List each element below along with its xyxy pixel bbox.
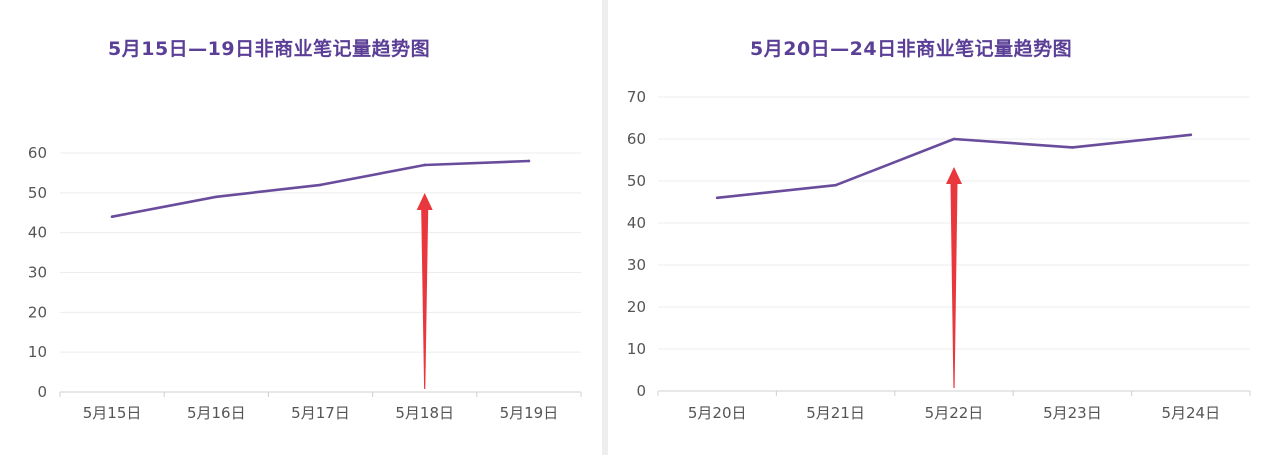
chart-title: 5月20日—24日非商业笔记量趋势图 <box>750 38 1073 60</box>
data-point <box>952 137 956 141</box>
y-tick-label: 50 <box>627 172 646 190</box>
chart-panel-right: 5月20日—24日非商业笔记量趋势图 0 10 20 30 40 50 60 70 5月20日 5… <box>608 0 1271 455</box>
data-point <box>715 196 719 200</box>
y-tick-label: 40 <box>28 224 47 242</box>
y-tick-label: 30 <box>28 264 47 282</box>
data-point <box>215 195 218 199</box>
y-tick-label: 40 <box>627 214 646 232</box>
x-tick-label: 5月19日 <box>500 404 559 422</box>
chart-panel-left: 5月15日—19日非商业笔记量趋势图 0 10 20 30 40 50 60 5月15日 5月1… <box>0 0 602 455</box>
panel-divider <box>602 0 608 455</box>
x-tick-label: 5月17日 <box>291 404 350 422</box>
data-point <box>834 183 837 187</box>
series-line <box>110 159 531 218</box>
y-tick-label: 60 <box>28 144 47 162</box>
y-tick-label: 60 <box>627 130 646 148</box>
x-tick-label: 5月23日 <box>1043 404 1102 422</box>
y-tick-label: 0 <box>37 383 47 401</box>
data-point <box>1189 133 1193 137</box>
line-chart-left: 0 10 20 30 40 50 60 5月15日 5月16日 5月17日 5月18日 5月19日 <box>28 144 582 422</box>
y-tick-label: 10 <box>627 340 646 358</box>
y-tick-label: 20 <box>627 298 646 316</box>
x-tick-label: 5月21日 <box>806 404 865 422</box>
red-arrow-annotation <box>416 192 433 389</box>
y-tick-label: 30 <box>627 256 646 274</box>
y-tick-label: 10 <box>28 343 47 361</box>
x-tick-label: 5月15日 <box>83 404 142 422</box>
chart-title: 5月15日—19日非商业笔记量趋势图 <box>108 38 431 60</box>
x-tick-label: 5月16日 <box>187 404 246 422</box>
data-point <box>110 215 114 219</box>
data-point <box>423 163 427 167</box>
data-point <box>527 159 531 163</box>
x-tick-label: 5月22日 <box>925 404 984 422</box>
x-tick-label: 5月24日 <box>1161 404 1220 422</box>
line-chart-right: 0 10 20 30 40 50 60 70 5月20日 5月21日 5月22日 5月23日 5月24日 <box>627 88 1251 422</box>
data-point <box>319 183 322 187</box>
red-arrow-annotation <box>946 167 962 388</box>
x-tick-label: 5月20日 <box>688 404 747 422</box>
data-point <box>1071 146 1074 149</box>
y-tick-label: 20 <box>28 303 47 321</box>
y-tick-label: 50 <box>28 184 47 202</box>
x-tick-label: 5月18日 <box>395 404 454 422</box>
y-tick-label: 70 <box>627 88 646 106</box>
y-tick-label: 0 <box>636 382 646 400</box>
